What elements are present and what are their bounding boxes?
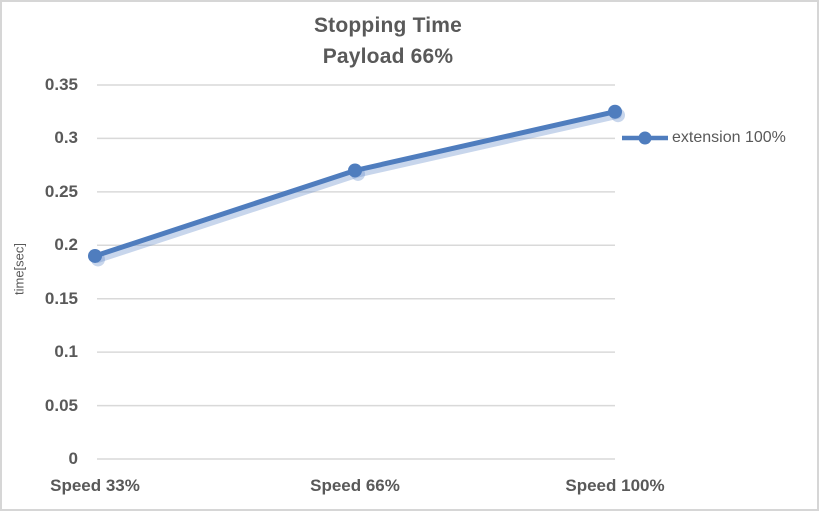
legend-label: extension 100%: [672, 129, 786, 146]
legend-swatch-icon: [622, 131, 668, 145]
series-line-shadow: [94, 111, 622, 263]
series-marker: [348, 163, 362, 178]
series-marker: [608, 104, 622, 119]
chart-title-line2: Payload 66%: [322, 45, 454, 68]
series-marker: [88, 248, 102, 263]
legend: extension 100%: [621, 129, 786, 147]
legend-marker-icon: [638, 131, 652, 145]
chart-title-line1: Stopping Time: [313, 14, 463, 37]
chart-title: Stopping Time Payload 66%: [2, 10, 774, 72]
